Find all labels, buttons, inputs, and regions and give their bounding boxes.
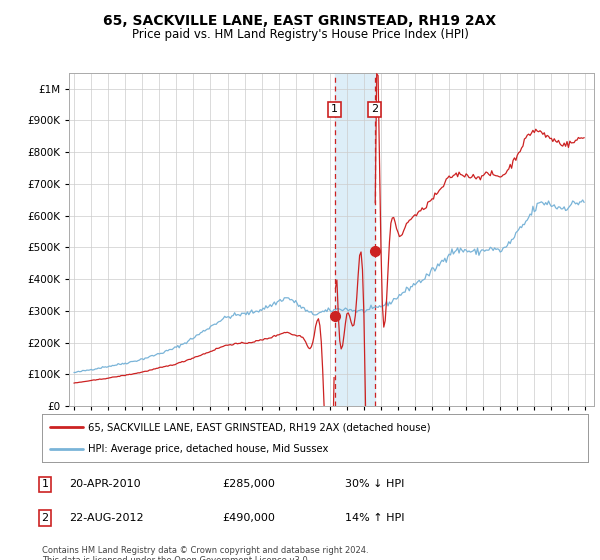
Text: 22-AUG-2012: 22-AUG-2012 (69, 513, 143, 523)
Text: £285,000: £285,000 (222, 479, 275, 489)
Text: Contains HM Land Registry data © Crown copyright and database right 2024.
This d: Contains HM Land Registry data © Crown c… (42, 546, 368, 560)
Text: 1: 1 (41, 479, 49, 489)
Text: 2: 2 (371, 104, 379, 114)
Text: 1: 1 (331, 104, 338, 114)
Text: 14% ↑ HPI: 14% ↑ HPI (345, 513, 404, 523)
Text: 30% ↓ HPI: 30% ↓ HPI (345, 479, 404, 489)
Text: 65, SACKVILLE LANE, EAST GRINSTEAD, RH19 2AX: 65, SACKVILLE LANE, EAST GRINSTEAD, RH19… (103, 14, 497, 28)
Text: 65, SACKVILLE LANE, EAST GRINSTEAD, RH19 2AX (detached house): 65, SACKVILLE LANE, EAST GRINSTEAD, RH19… (88, 422, 431, 432)
Text: 2: 2 (41, 513, 49, 523)
Text: 20-APR-2010: 20-APR-2010 (69, 479, 140, 489)
Bar (335, 73, 375, 406)
Text: £490,000: £490,000 (222, 513, 275, 523)
Text: HPI: Average price, detached house, Mid Sussex: HPI: Average price, detached house, Mid … (88, 444, 329, 454)
Text: Price paid vs. HM Land Registry's House Price Index (HPI): Price paid vs. HM Land Registry's House … (131, 28, 469, 41)
